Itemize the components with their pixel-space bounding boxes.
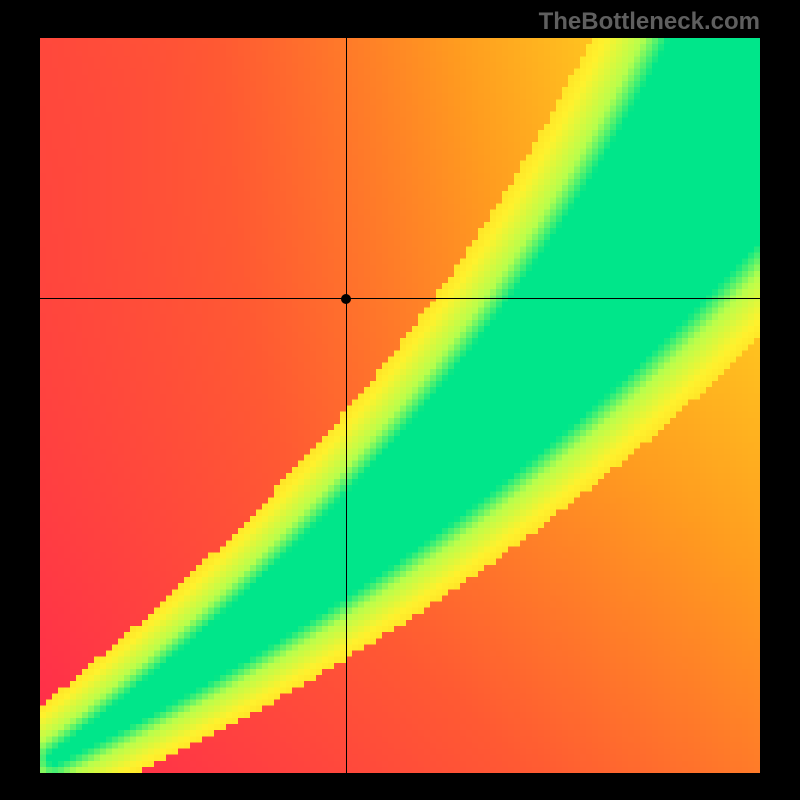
datapoint-marker bbox=[341, 294, 351, 304]
watermark-text: TheBottleneck.com bbox=[539, 8, 760, 36]
crosshair-vertical bbox=[346, 38, 347, 773]
bottleneck-heatmap bbox=[40, 38, 760, 773]
chart-container: TheBottleneck.com bbox=[0, 0, 800, 800]
crosshair-horizontal bbox=[40, 298, 760, 299]
